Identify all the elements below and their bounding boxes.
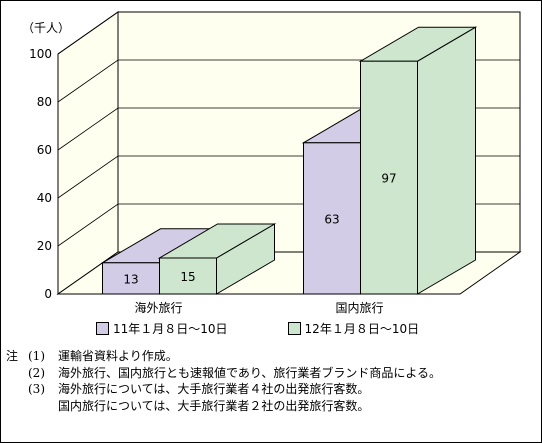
y-tick-label: 0 bbox=[44, 287, 52, 301]
bar-value-label: 13 bbox=[123, 272, 138, 286]
y-tick-label: 60 bbox=[37, 143, 52, 157]
note-line-1: 注 (1) 運輸省資料より作成。 bbox=[6, 348, 441, 365]
bar-value-label: 63 bbox=[324, 212, 339, 226]
legend-item-2012: 12年１月８日～10日 bbox=[287, 320, 420, 337]
legend-swatch-2012 bbox=[287, 321, 301, 335]
y-tick-label: 100 bbox=[29, 47, 52, 61]
legend: 11年１月８日～10日 12年１月８日～10日 bbox=[96, 318, 479, 338]
bar-value-label: 15 bbox=[180, 270, 195, 284]
y-tick-label: 20 bbox=[37, 239, 52, 253]
chart-side-wall bbox=[57, 11, 119, 295]
note-number bbox=[28, 398, 58, 415]
legend-label-2012: 12年１月８日～10日 bbox=[304, 321, 420, 336]
bar-chart: 0 20 40 60 80 100 （千人） 13 15 海外旅行 63 97 国内旅行 bbox=[22, 11, 522, 315]
y-tick-label: 80 bbox=[37, 95, 52, 109]
legend-swatch-2011 bbox=[96, 321, 109, 335]
note-number: (3) bbox=[28, 382, 45, 396]
legend-item-2011: 11年１月８日～10日 bbox=[96, 320, 228, 337]
bar-side bbox=[417, 26, 476, 295]
bar-value-label: 97 bbox=[381, 172, 396, 186]
bar bbox=[303, 142, 361, 295]
notes: 注 (1) 運輸省資料より作成。 (2) 海外旅行、国内旅行とも速報値であり、旅… bbox=[6, 348, 441, 414]
note-text: 運輸省資料より作成。 bbox=[58, 349, 178, 363]
notes-label: 注 bbox=[6, 349, 19, 363]
y-unit-label: （千人） bbox=[22, 21, 70, 35]
note-text: 海外旅行、国内旅行とも速報値であり、旅行業者ブランド商品による。 bbox=[58, 365, 442, 380]
note-line-2: (2) 海外旅行、国内旅行とも速報値であり、旅行業者ブランド商品による。 bbox=[6, 365, 441, 382]
x-category-label: 海外旅行 bbox=[134, 300, 182, 315]
y-tick-label: 40 bbox=[37, 191, 52, 205]
x-category-label: 国内旅行 bbox=[335, 301, 383, 315]
note-line-3: (3) 海外旅行については、大手旅行業者４社の出発旅行客数。 bbox=[6, 381, 441, 398]
note-number: (1) bbox=[28, 349, 45, 363]
note-text: 海外旅行については、大手旅行業者４社の出発旅行客数。 bbox=[58, 382, 370, 396]
note-line-4: 国内旅行については、大手旅行業者２社の出発旅行客数。 bbox=[6, 398, 441, 415]
note-text: 国内旅行については、大手旅行業者２社の出発旅行客数。 bbox=[58, 398, 370, 413]
bar bbox=[159, 257, 217, 295]
legend-label-2011: 11年１月８日～10日 bbox=[113, 321, 228, 336]
gridline bbox=[57, 11, 520, 55]
bar bbox=[102, 262, 160, 295]
note-number: (2) bbox=[28, 365, 45, 380]
bar bbox=[360, 60, 418, 295]
